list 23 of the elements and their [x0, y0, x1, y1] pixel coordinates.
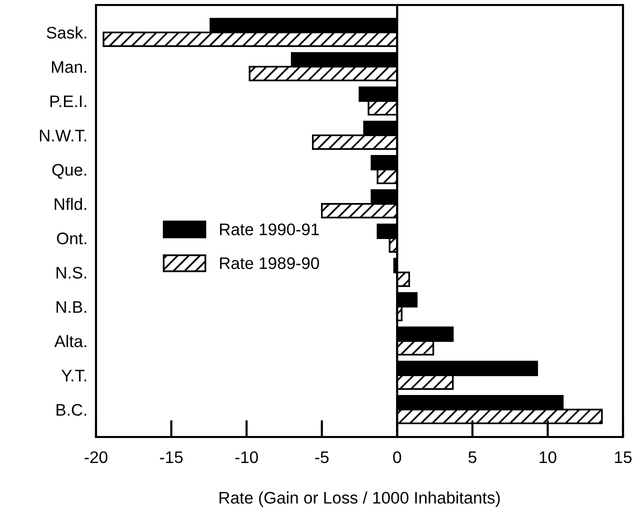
x-tick-label: 10: [540, 451, 556, 464]
legend-label: Rate 1990-91: [220, 223, 319, 236]
y-tick-label: N.B.: [56, 301, 86, 313]
y-tick-label: Sask.: [46, 26, 86, 39]
y-tick-label: Alta.: [54, 334, 86, 348]
x-tick-label: -5: [315, 452, 329, 464]
y-tick-label: N.W.T.: [40, 130, 86, 142]
x-tick-label: -20: [84, 451, 108, 464]
x-tick-label: 5: [468, 452, 476, 464]
y-tick-label: P.E.I.: [50, 96, 86, 108]
y-tick-label: N.S.: [56, 266, 86, 279]
legend-label: Rate 1989-90: [220, 257, 320, 270]
y-tick-label: Que.: [52, 164, 86, 179]
x-tick-label: -15: [160, 452, 183, 464]
x-axis-title: Rate (Gain or Loss / 1000 Inhabitants): [220, 491, 500, 507]
x-tick-label: -10: [235, 451, 258, 464]
y-tick-label: Nfld.: [54, 198, 86, 210]
y-tick-label: Ont.: [56, 232, 86, 244]
x-tick-label: 0: [393, 451, 402, 464]
x-tick-label: 15: [615, 452, 632, 464]
y-tick-label: Man.: [52, 61, 86, 73]
y-tick-label: Y.T.: [61, 370, 86, 382]
y-tick-label: B.C.: [56, 404, 86, 416]
